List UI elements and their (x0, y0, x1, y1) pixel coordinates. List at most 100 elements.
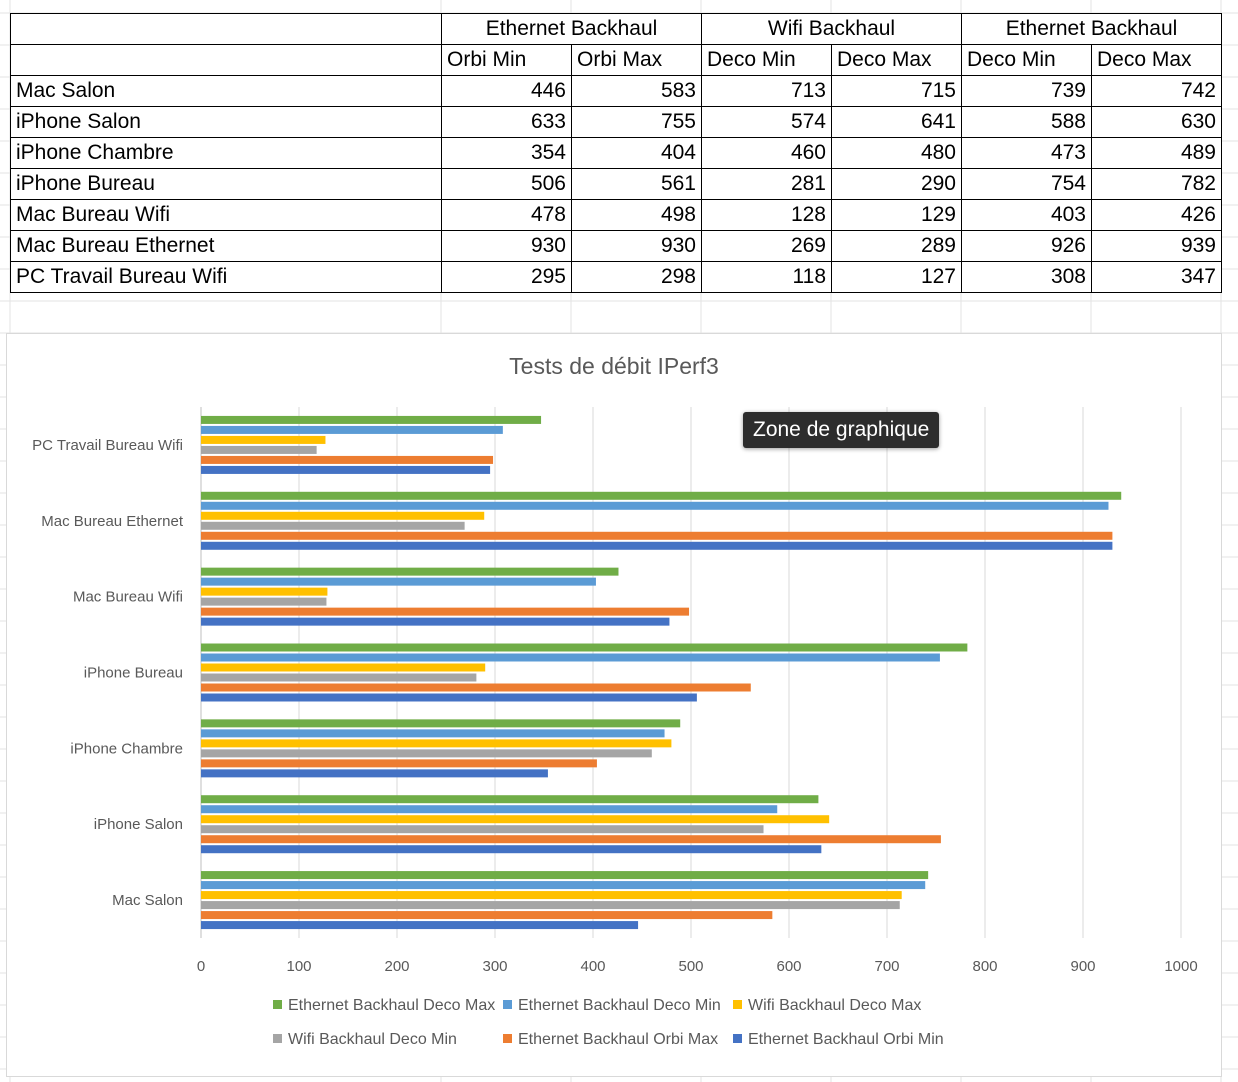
legend-item-label[interactable]: Ethernet Backhaul Orbi Max (518, 1031, 718, 1048)
legend-item-label[interactable]: Ethernet Backhaul Orbi Min (748, 1031, 944, 1048)
bar[interactable] (201, 541, 1113, 550)
bar-chart[interactable]: Tests de débit IPerf3 0 100 200 300 400 500 600… (7, 334, 1221, 1076)
column-header[interactable]: Orbi Max (571, 44, 702, 76)
value-cell[interactable]: 446 (441, 75, 572, 107)
value-cell[interactable]: 290 (831, 168, 962, 200)
group-header-ethernet-orbi[interactable]: Ethernet Backhaul (441, 13, 702, 45)
bar[interactable] (201, 795, 819, 804)
value-cell[interactable]: 426 (1091, 199, 1222, 231)
bar[interactable] (201, 465, 491, 474)
row-label-cell[interactable]: iPhone Salon (10, 106, 442, 138)
value-cell[interactable]: 782 (1091, 168, 1222, 200)
bar[interactable] (201, 871, 929, 880)
bar[interactable] (201, 719, 681, 728)
bar[interactable] (201, 415, 542, 424)
value-cell[interactable]: 561 (571, 168, 702, 200)
bar[interactable] (201, 491, 1122, 500)
row-label-cell[interactable]: iPhone Bureau (10, 168, 442, 200)
value-cell[interactable]: 295 (441, 261, 572, 293)
corner-cell[interactable] (10, 13, 442, 45)
bar[interactable] (201, 501, 1109, 510)
row-label-cell[interactable]: PC Travail Bureau Wifi (10, 261, 442, 293)
group-header-wifi-deco[interactable]: Wifi Backhaul (701, 13, 962, 45)
value-cell[interactable]: 308 (961, 261, 1092, 293)
bar[interactable] (201, 911, 773, 920)
bar[interactable] (201, 617, 670, 626)
bar[interactable] (201, 435, 326, 444)
bar[interactable] (201, 825, 764, 834)
bar[interactable] (201, 759, 597, 768)
value-cell[interactable]: 739 (961, 75, 1092, 107)
value-cell[interactable]: 930 (571, 230, 702, 262)
row-label-cell[interactable]: Mac Bureau Ethernet (10, 230, 442, 262)
value-cell[interactable]: 583 (571, 75, 702, 107)
bar[interactable] (201, 521, 465, 530)
value-cell[interactable]: 742 (1091, 75, 1222, 107)
value-cell[interactable]: 506 (441, 168, 572, 200)
bar[interactable] (201, 567, 619, 576)
column-header[interactable]: Deco Max (831, 44, 962, 76)
row-label-cell[interactable]: Mac Bureau Wifi (10, 199, 442, 231)
bar[interactable] (201, 815, 830, 824)
legend-item-label[interactable]: Ethernet Backhaul Deco Max (288, 997, 495, 1014)
value-cell[interactable]: 926 (961, 230, 1092, 262)
bar[interactable] (201, 511, 485, 520)
chart-area[interactable]: Tests de débit IPerf3 0 100 200 300 400 500 600… (6, 333, 1222, 1077)
row-label-cell[interactable]: iPhone Chambre (10, 137, 442, 169)
value-cell[interactable]: 269 (701, 230, 832, 262)
value-cell[interactable]: 489 (1091, 137, 1222, 169)
column-header[interactable]: Deco Min (961, 44, 1092, 76)
value-cell[interactable]: 754 (961, 168, 1092, 200)
bar[interactable] (201, 835, 941, 844)
legend-item-label[interactable]: Wifi Backhaul Deco Min (288, 1031, 457, 1048)
value-cell[interactable]: 713 (701, 75, 832, 107)
value-cell[interactable]: 939 (1091, 230, 1222, 262)
column-header[interactable]: Orbi Min (441, 44, 572, 76)
header-label-cell[interactable] (10, 44, 442, 76)
value-cell[interactable]: 588 (961, 106, 1092, 138)
bar[interactable] (201, 531, 1113, 540)
value-cell[interactable]: 129 (831, 199, 962, 231)
bar[interactable] (201, 729, 665, 738)
value-cell[interactable]: 641 (831, 106, 962, 138)
value-cell[interactable]: 128 (701, 199, 832, 231)
bar[interactable] (201, 769, 548, 778)
value-cell[interactable]: 480 (831, 137, 962, 169)
value-cell[interactable]: 289 (831, 230, 962, 262)
bar[interactable] (201, 577, 596, 586)
bar[interactable] (201, 643, 968, 652)
bar[interactable] (201, 693, 697, 702)
bar[interactable] (201, 653, 940, 662)
value-cell[interactable]: 574 (701, 106, 832, 138)
bar[interactable] (201, 805, 778, 814)
bar[interactable] (201, 425, 503, 434)
group-header-ethernet-deco[interactable]: Ethernet Backhaul (961, 13, 1222, 45)
bar[interactable] (201, 749, 652, 758)
bar[interactable] (201, 891, 902, 900)
legend-item-label[interactable]: Ethernet Backhaul Deco Min (518, 997, 721, 1014)
value-cell[interactable]: 347 (1091, 261, 1222, 293)
value-cell[interactable]: 281 (701, 168, 832, 200)
value-cell[interactable]: 404 (571, 137, 702, 169)
value-cell[interactable]: 473 (961, 137, 1092, 169)
bar[interactable] (201, 673, 477, 682)
bar[interactable] (201, 455, 494, 464)
bar[interactable] (201, 881, 926, 890)
bar[interactable] (201, 663, 486, 672)
bar[interactable] (201, 901, 900, 910)
column-header[interactable]: Deco Min (701, 44, 832, 76)
value-cell[interactable]: 498 (571, 199, 702, 231)
bar[interactable] (201, 683, 751, 692)
value-cell[interactable]: 354 (441, 137, 572, 169)
bar[interactable] (201, 587, 328, 596)
column-header[interactable]: Deco Max (1091, 44, 1222, 76)
value-cell[interactable]: 930 (441, 230, 572, 262)
value-cell[interactable]: 127 (831, 261, 962, 293)
value-cell[interactable]: 630 (1091, 106, 1222, 138)
legend-item-label[interactable]: Wifi Backhaul Deco Max (748, 997, 921, 1014)
row-label-cell[interactable]: Mac Salon (10, 75, 442, 107)
bar[interactable] (201, 921, 639, 930)
value-cell[interactable]: 403 (961, 199, 1092, 231)
bar[interactable] (201, 445, 317, 454)
value-cell[interactable]: 298 (571, 261, 702, 293)
